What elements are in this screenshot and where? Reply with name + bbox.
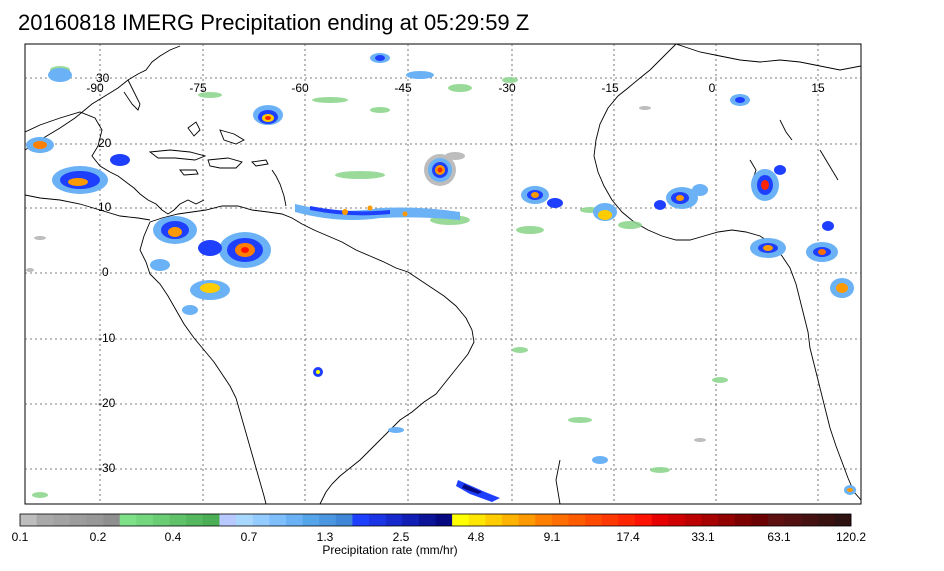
colorbar-swatch — [651, 514, 669, 526]
colorbar-label: 63.1 — [767, 530, 791, 544]
lat-label-30n: 30 — [96, 71, 110, 85]
colorbar-swatch — [335, 514, 353, 526]
colorbar-swatch — [435, 514, 453, 526]
lon-label-90w: -90 — [86, 81, 104, 95]
colorbar-swatch — [352, 514, 370, 526]
colorbar-swatch — [518, 514, 536, 526]
colorbar-border — [19, 513, 852, 527]
lon-label-75w: -75 — [189, 81, 207, 95]
colorbar-label: 33.1 — [691, 530, 715, 544]
colorbar-swatch — [468, 514, 486, 526]
colorbar-swatch — [501, 514, 519, 526]
colorbar-swatch — [684, 514, 702, 526]
colorbar-title: Precipitation rate (mm/hr) — [322, 543, 458, 557]
colorbar-swatch — [319, 514, 337, 526]
lon-label-15e: 15 — [811, 81, 825, 95]
lat-label-30s: -30 — [98, 461, 116, 475]
colorbar-swatch — [219, 514, 237, 526]
lat-label-10s: -10 — [98, 331, 116, 345]
lon-label-45w: -45 — [394, 81, 412, 95]
colorbar-swatch — [86, 514, 104, 526]
colorbar-swatch — [103, 514, 121, 526]
colorbar-swatch — [136, 514, 154, 526]
colorbar-swatch — [551, 514, 569, 526]
colorbar-label: 0.2 — [89, 530, 107, 544]
colorbar-swatch — [169, 514, 187, 526]
colorbar-swatch — [634, 514, 652, 526]
map-gridlines — [25, 44, 861, 504]
colorbar-label: 9.1 — [543, 530, 561, 544]
colorbar-swatch — [817, 514, 835, 526]
colorbar-swatch — [269, 514, 287, 526]
colorbar-swatch — [734, 514, 752, 526]
colorbar-swatch — [485, 514, 503, 526]
colorbar-label: 2.5 — [392, 530, 410, 544]
colorbar-label: 0.7 — [240, 530, 258, 544]
lat-label-20s: -20 — [98, 396, 116, 410]
colorbar-swatch — [369, 514, 386, 526]
colorbar-swatch — [801, 514, 819, 526]
lat-label-20n: 20 — [98, 136, 112, 150]
colorbar-swatch — [385, 514, 403, 526]
colorbar-swatch — [36, 514, 54, 526]
colorbar-swatch — [119, 514, 137, 526]
colorbar-swatch — [186, 514, 204, 526]
lon-label-30w: -30 — [498, 81, 516, 95]
colorbar-swatch — [535, 514, 553, 526]
precipitation-field — [26, 53, 856, 502]
colorbar-swatch — [618, 514, 636, 526]
colorbar — [19, 513, 852, 527]
colorbar-swatch — [202, 514, 220, 526]
colorbar-swatch — [152, 514, 170, 526]
lat-label-0: 0 — [102, 265, 109, 279]
colorbar-swatch — [568, 514, 586, 526]
lon-label-0: 0 — [709, 81, 716, 95]
colorbar-swatch — [252, 514, 270, 526]
colorbar-swatch — [236, 514, 253, 526]
colorbar-label: 1.3 — [316, 530, 334, 544]
colorbar-swatch — [784, 514, 802, 526]
colorbar-swatch — [701, 514, 719, 526]
colorbar-swatch — [718, 514, 735, 526]
colorbar-swatch — [834, 514, 852, 526]
colorbar-swatch — [69, 514, 87, 526]
colorbar-swatch — [601, 514, 619, 526]
colorbar-swatch — [302, 514, 320, 526]
colorbar-swatch — [20, 514, 37, 526]
colorbar-swatch — [402, 514, 420, 526]
latitude-labels: 30 20 10 0 -10 -20 -30 — [96, 71, 116, 475]
colorbar-swatch — [418, 514, 436, 526]
longitude-labels: -90 -75 -60 -45 -30 -15 0 15 — [86, 81, 825, 95]
colorbar-label: 0.1 — [11, 530, 29, 544]
coastlines — [25, 44, 861, 504]
lon-label-60w: -60 — [291, 81, 309, 95]
map-frame — [24, 43, 862, 505]
map-title: 20160818 IMERG Precipitation ending at 0… — [18, 10, 530, 35]
colorbar-label: 17.4 — [616, 530, 640, 544]
colorbar-label: 120.2 — [835, 530, 867, 544]
colorbar-swatch — [585, 514, 602, 526]
lon-label-15w: -15 — [601, 81, 619, 95]
colorbar-swatch — [668, 514, 686, 526]
colorbar-label: 0.4 — [164, 530, 182, 544]
colorbar-label: 4.8 — [467, 530, 485, 544]
colorbar-swatch — [452, 514, 470, 526]
lat-label-10n: 10 — [98, 200, 112, 214]
colorbar-swatch — [285, 514, 303, 526]
colorbar-swatch — [53, 514, 71, 526]
colorbar-swatch — [751, 514, 769, 526]
colorbar-swatch — [767, 514, 785, 526]
